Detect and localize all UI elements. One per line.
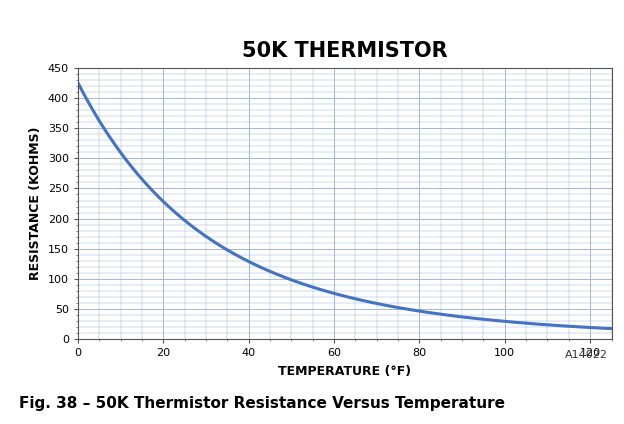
Text: A14022: A14022 <box>565 350 608 360</box>
Title: 50K THERMISTOR: 50K THERMISTOR <box>242 41 447 61</box>
X-axis label: TEMPERATURE (°F): TEMPERATURE (°F) <box>278 365 411 378</box>
Text: Fig. 38 – 50K Thermistor Resistance Versus Temperature: Fig. 38 – 50K Thermistor Resistance Vers… <box>19 396 505 411</box>
Y-axis label: RESISTANCE (KOHMS): RESISTANCE (KOHMS) <box>29 127 42 280</box>
